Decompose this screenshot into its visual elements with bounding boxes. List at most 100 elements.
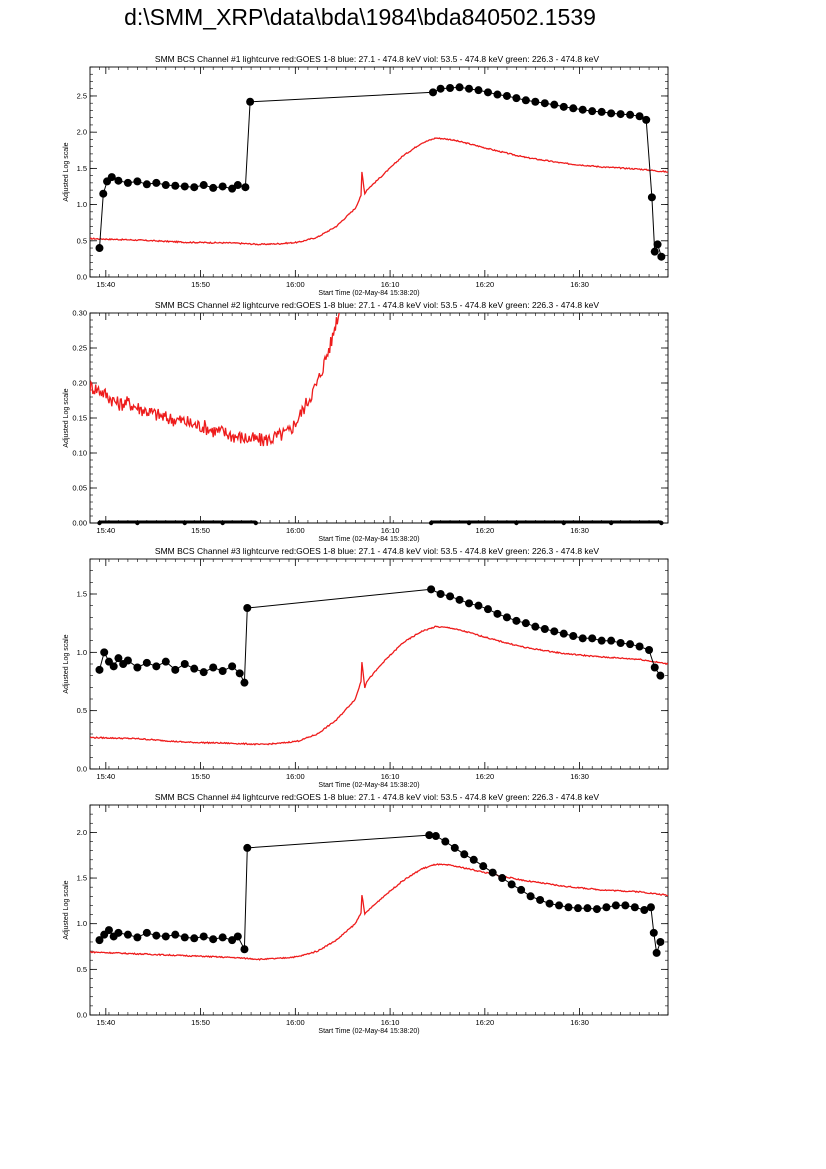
- bcs-data-point: [190, 934, 199, 943]
- bcs-data-point: [171, 665, 180, 674]
- y-tick-label: 0.0: [77, 273, 87, 282]
- channel-2-panel: SMM BCS Channel #2 lightcurve red:GOES 1…: [0, 296, 826, 544]
- bcs-data-point: [653, 240, 662, 249]
- x-tick-label: 15:50: [191, 772, 210, 781]
- bcs-data-point: [635, 642, 644, 651]
- bcs-data-point: [652, 948, 661, 957]
- bcs-data-point: [133, 177, 142, 186]
- y-axis-label: Adjusted Log scale: [63, 388, 70, 447]
- bcs-data-point: [133, 933, 142, 942]
- x-tick-label: 16:00: [286, 280, 305, 289]
- bcs-data-point: [650, 247, 659, 256]
- bcs-data-point: [569, 632, 578, 640]
- bcs-data-point: [142, 658, 151, 667]
- bcs-data-point: [650, 663, 659, 672]
- bcs-data-point: [152, 931, 161, 940]
- y-tick-label: 0.05: [72, 484, 87, 493]
- bcs-data-point: [123, 656, 132, 665]
- bcs-data-point: [199, 932, 208, 941]
- bcs-data-point: [218, 933, 227, 942]
- bcs-data-point: [526, 892, 535, 901]
- y-tick-label: 1.5: [77, 164, 87, 173]
- bcs-data-point: [588, 107, 597, 116]
- bcs-data-point: [569, 104, 578, 113]
- bcs-data-point: [498, 874, 507, 883]
- x-tick-label: 16:10: [381, 772, 400, 781]
- x-axis-label: Start Time (02-May-84 15:38:20): [318, 782, 419, 789]
- bcs-data-point: [488, 868, 497, 877]
- bcs-data-point: [645, 646, 654, 654]
- y-tick-label: 0.0: [77, 1011, 87, 1020]
- bcs-data-point: [502, 91, 511, 100]
- x-tick-label: 16:30: [570, 280, 589, 289]
- y-axis-label: Adjusted Log scale: [63, 880, 70, 939]
- y-tick-label: 0.20: [72, 379, 87, 388]
- x-tick-label: 16:10: [381, 1018, 400, 1027]
- bcs-data-point: [190, 183, 199, 192]
- bcs-data-point: [235, 669, 244, 678]
- bcs-data-point: [446, 84, 455, 92]
- bcs-data-point: [483, 88, 492, 97]
- bcs-data-point: [218, 667, 227, 675]
- bcs-data-point: [626, 640, 635, 649]
- bcs-data-point: [107, 173, 116, 182]
- plot-frame: [89, 804, 669, 1016]
- bcs-data-point: [583, 904, 592, 913]
- y-tick-label: 0.5: [77, 236, 87, 245]
- x-tick-label: 15:50: [191, 280, 210, 289]
- x-tick-label: 15:50: [191, 1018, 210, 1027]
- bcs-data-point: [521, 96, 530, 105]
- bcs-data-point: [243, 604, 252, 612]
- bcs-data-point: [642, 115, 651, 124]
- y-tick-label: 0.0: [77, 765, 87, 774]
- bcs-data-point: [536, 895, 545, 904]
- bcs-data-point: [114, 176, 123, 185]
- panel-title: SMM BCS Channel #3 lightcurve red:GOES 1…: [155, 546, 599, 556]
- bcs-data-point: [152, 662, 161, 671]
- bcs-data-point: [460, 850, 469, 859]
- bcs-data-point: [607, 636, 616, 645]
- bcs-data-point: [450, 843, 459, 852]
- bcs-data-point: [228, 936, 237, 945]
- y-tick-label: 0.5: [77, 706, 87, 715]
- bcs-data-point: [647, 193, 656, 202]
- bcs-data-point: [233, 932, 242, 941]
- bcs-data-point: [597, 107, 606, 116]
- bcs-data-point: [592, 905, 601, 914]
- bcs-data-point: [493, 609, 502, 618]
- bcs-data-point: [550, 627, 559, 636]
- channel-1-chart: SMM BCS Channel #1 lightcurve red:GOES 1…: [63, 54, 669, 297]
- bcs-data-point: [597, 636, 606, 645]
- bcs-data-point: [228, 662, 237, 671]
- bcs-data-point: [559, 629, 568, 638]
- x-tick-label: 15:40: [96, 280, 115, 289]
- bcs-data-point: [656, 937, 665, 946]
- bcs-data-point: [218, 182, 227, 191]
- bcs-data-point: [573, 904, 582, 913]
- channel-1-panel: SMM BCS Channel #1 lightcurve red:GOES 1…: [0, 50, 826, 298]
- bcs-data-point: [209, 183, 218, 192]
- bcs-data-point: [446, 592, 455, 601]
- bcs-data-point: [465, 599, 474, 608]
- y-tick-label: 0.15: [72, 414, 87, 423]
- bcs-data-point: [483, 605, 492, 614]
- x-tick-label: 16:20: [475, 772, 494, 781]
- y-tick-label: 2.0: [77, 128, 87, 137]
- bcs-data-point: [479, 862, 488, 871]
- bcs-data-point: [246, 97, 255, 106]
- channel-2-chart: SMM BCS Channel #2 lightcurve red:GOES 1…: [63, 300, 669, 543]
- bcs-data-point: [545, 899, 554, 908]
- bcs-data-point: [95, 665, 104, 674]
- bcs-data-point: [649, 928, 658, 937]
- bcs-data-point: [540, 625, 549, 633]
- bcs-data-point: [611, 901, 620, 910]
- y-tick-label: 0.30: [72, 309, 87, 318]
- y-tick-label: 0.10: [72, 449, 87, 458]
- bcs-data-point: [436, 84, 445, 93]
- bcs-data-point: [502, 613, 511, 622]
- bcs-data-point: [161, 181, 170, 190]
- x-tick-label: 16:30: [570, 526, 589, 535]
- bcs-series-line: [99, 86, 662, 257]
- goes-1-8-series-line: [90, 863, 668, 961]
- y-tick-label: 0.5: [77, 965, 87, 974]
